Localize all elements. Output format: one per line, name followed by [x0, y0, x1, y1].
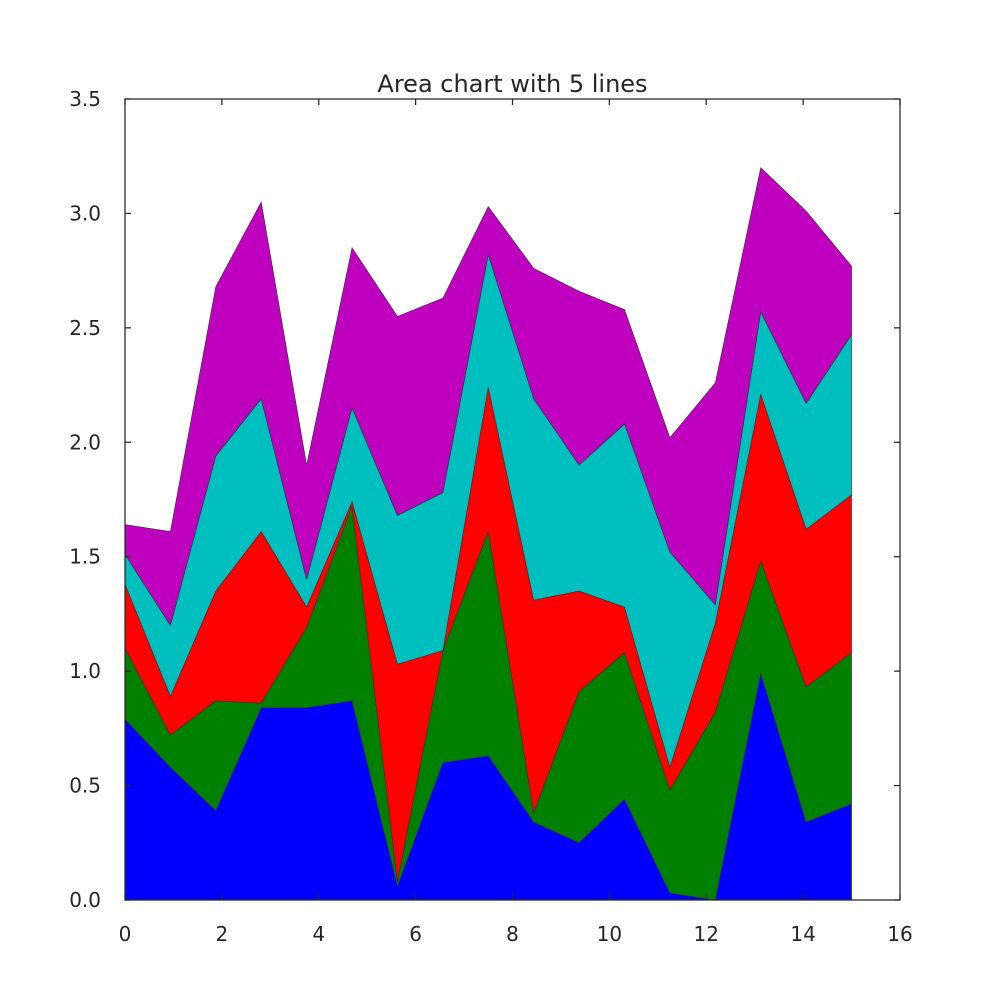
y-tick-label: 3.0 [69, 201, 101, 225]
y-tick-label: 1.0 [69, 659, 101, 683]
y-tick-label: 1.5 [69, 545, 101, 569]
plot-frame [124, 98, 901, 901]
area-series-group [124, 167, 852, 901]
x-tick-label: 6 [409, 922, 422, 946]
x-tick-label: 8 [506, 922, 519, 946]
x-tick-label: 16 [887, 922, 912, 946]
y-tick-label: 3.5 [69, 87, 101, 111]
y-tick-label: 2.0 [69, 430, 101, 454]
chart-title: Area chart with 5 lines [377, 70, 647, 98]
y-tick-label: 2.5 [69, 316, 101, 340]
x-tick-label: 14 [790, 922, 815, 946]
x-tick-label: 4 [312, 922, 325, 946]
x-tick-label: 12 [694, 922, 719, 946]
x-tick-label: 10 [597, 922, 622, 946]
area-series-5 [124, 167, 852, 627]
x-tick-label: 2 [216, 922, 229, 946]
y-tick-label: 0.0 [69, 888, 101, 912]
tick-labels-group: 0 2 4 6 8 10 12 14 16 0.0 0.5 1.0 1.5 2.0 2.5 3.0 3.5 [69, 87, 913, 946]
x-tick-label: 0 [119, 922, 132, 946]
y-tick-label: 0.5 [69, 774, 101, 798]
